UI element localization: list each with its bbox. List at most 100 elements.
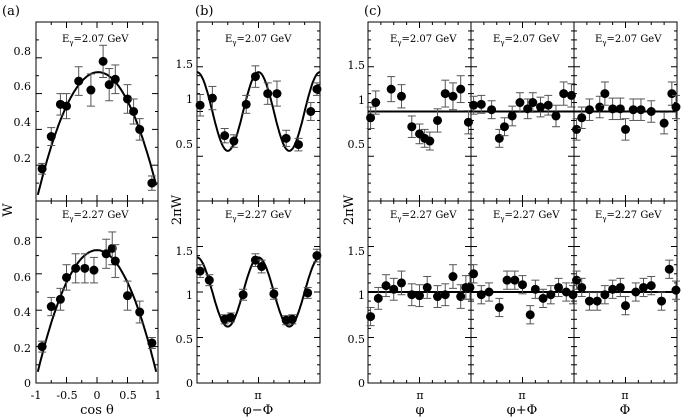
data-point (371, 98, 381, 108)
data-point (129, 107, 139, 116)
data-point (476, 290, 486, 300)
data-point (538, 293, 548, 303)
energy-main: E (62, 210, 69, 221)
data-point (89, 265, 99, 275)
data-point (628, 105, 638, 115)
b-ytick-label: 1.5 (176, 245, 194, 258)
energy-rest: =2.07 GeV (74, 34, 130, 45)
data-point (306, 107, 316, 116)
data-point (272, 89, 282, 99)
data-point (528, 98, 538, 108)
data-point (195, 100, 205, 110)
data-point (422, 282, 432, 292)
data-point (195, 266, 205, 276)
data-point (433, 292, 443, 302)
energy-label-a2: Eγ=2.27 GeV (62, 210, 129, 223)
data-point (425, 136, 435, 146)
data-point (46, 302, 56, 312)
energy-label-b2: Eγ=2.27 GeV (225, 210, 292, 223)
a-xtick-label: -1 (31, 389, 42, 402)
data-point (608, 104, 618, 114)
data-point (499, 122, 509, 132)
a-ytick-label: 0.4 (14, 116, 32, 129)
data-point (263, 89, 273, 99)
c-ytick-label: 0.5 (348, 138, 366, 151)
energy-sub: γ (232, 215, 236, 223)
energy-main: E (62, 34, 69, 45)
data-point (667, 89, 677, 99)
energy-rest: =2.07 GeV (402, 34, 458, 45)
energy-rest: =2.27 GeV (607, 210, 663, 221)
data-point (639, 282, 649, 292)
b-ytick-label: 0.5 (176, 138, 194, 151)
energy-main: E (493, 210, 500, 221)
data-point (86, 85, 96, 95)
data-point (600, 89, 610, 99)
data-point (303, 288, 313, 298)
data-point (577, 282, 587, 292)
energy-sub: γ (397, 39, 401, 47)
data-point (293, 140, 303, 150)
data-point (646, 281, 656, 291)
data-point (530, 284, 540, 294)
c2-xtick-pi: π (518, 389, 525, 402)
data-point (469, 100, 479, 110)
energy-label-b1: Eγ=2.07 GeV (225, 34, 292, 47)
energy-sub: γ (500, 215, 504, 223)
data-point (469, 269, 479, 279)
data-point (657, 296, 667, 306)
a-ytick-label: 0.4 (14, 306, 32, 319)
data-point (646, 107, 656, 116)
b-ytick-label: 1 (186, 289, 193, 302)
data-point (220, 131, 230, 141)
data-point (107, 243, 117, 253)
data-point (71, 263, 81, 273)
data-point (671, 102, 681, 112)
energy-main: E (225, 34, 232, 45)
data-point (440, 89, 450, 99)
data-point (104, 80, 114, 90)
data-point (407, 122, 417, 132)
energy-rest: =2.27 GeV (505, 210, 561, 221)
fit-curve-a2 (36, 249, 158, 372)
energy-rest: =2.07 GeV (505, 34, 561, 45)
a-ytick-label: 0.8 (14, 235, 32, 248)
c-ytick-label: 0.5 (348, 333, 366, 346)
data-point (287, 314, 297, 324)
a-ytick-label: 0.8 (14, 45, 32, 58)
data-point (46, 132, 56, 142)
c-xlabel-Phi: Φ (620, 403, 631, 418)
data-point (250, 72, 260, 82)
data-point (373, 293, 383, 303)
energy-rest: =2.27 GeV (74, 210, 130, 221)
b-ytick-label: 0 (186, 377, 193, 390)
data-point (98, 56, 108, 66)
data-point (62, 101, 71, 111)
data-point (456, 84, 466, 94)
data-point (554, 282, 564, 292)
data-point (389, 284, 399, 294)
a-xtick-label: -0.5 (56, 389, 77, 402)
data-point (440, 290, 450, 300)
a-xtick-label: 1 (155, 389, 162, 402)
data-point (415, 291, 424, 301)
data-point (147, 338, 157, 348)
data-point (546, 290, 556, 300)
energy-sub: γ (500, 39, 504, 47)
energy-rest: =2.27 GeV (237, 210, 293, 221)
energy-label-a1: Eγ=2.07 GeV (62, 34, 129, 47)
energy-main: E (225, 210, 232, 221)
data-point (37, 164, 47, 174)
data-point (608, 284, 618, 294)
energy-sub: γ (69, 215, 73, 223)
energy-sub: γ (397, 215, 401, 223)
energy-main: E (595, 34, 602, 45)
data-point (487, 105, 497, 115)
data-point (659, 118, 669, 128)
energy-sub: γ (69, 39, 73, 47)
data-point (600, 290, 610, 300)
energy-rest: =2.27 GeV (402, 210, 458, 221)
data-point (615, 104, 625, 114)
data-point (433, 115, 443, 125)
data-point (525, 310, 535, 320)
